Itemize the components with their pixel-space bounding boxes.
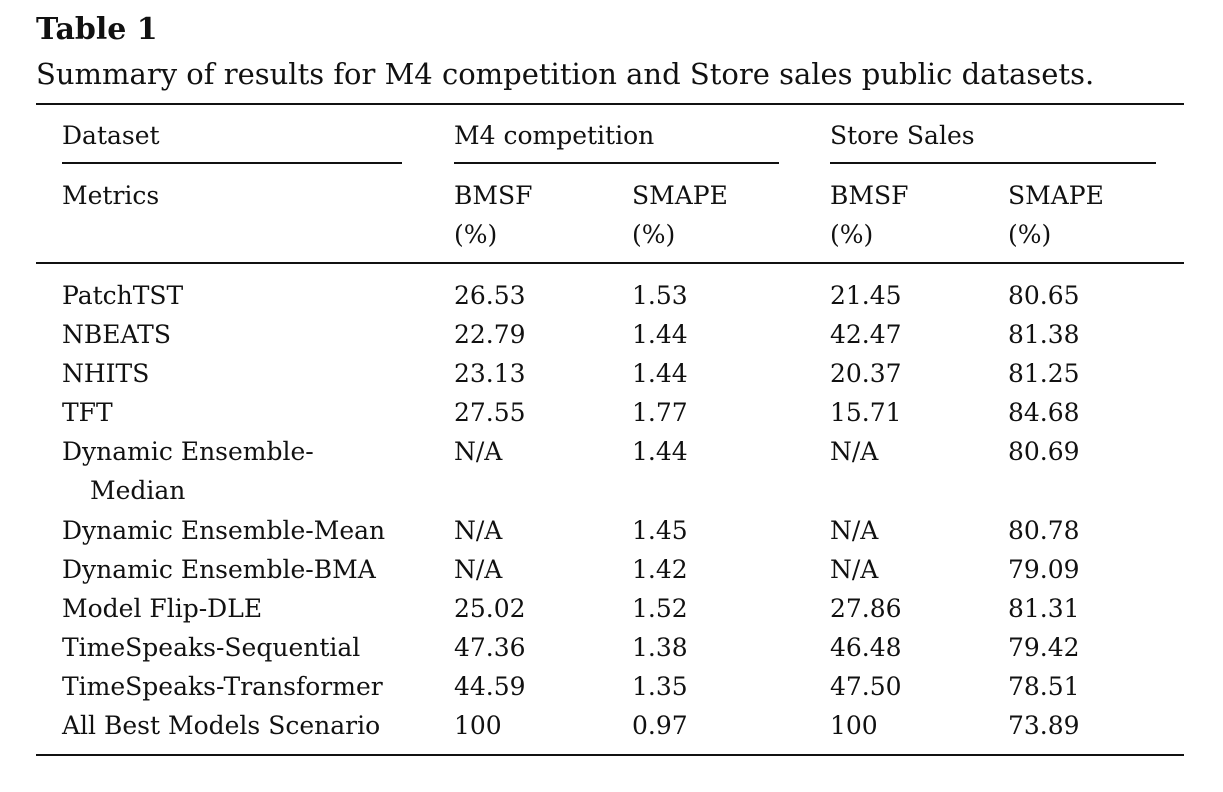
model-name: NBEATS (62, 320, 171, 349)
value-cell: 1.44 (632, 437, 688, 466)
value-cell: 84.68 (1008, 398, 1080, 427)
value-cell: 1.52 (632, 594, 688, 623)
metric-unit: (%) (632, 220, 676, 249)
model-name: Dynamic Ensemble- (62, 437, 314, 466)
value-cell: 1.44 (632, 359, 688, 388)
m4-group-rule (454, 162, 779, 164)
value-cell: 1.77 (632, 398, 688, 427)
metric-name: SMAPE (632, 181, 728, 210)
table-header-rule (36, 262, 1184, 264)
store-sales-group-rule (830, 162, 1156, 164)
table-top-rule (36, 103, 1184, 105)
value-cell: N/A (454, 516, 503, 545)
table-caption-text: Summary of results for M4 competition an… (36, 57, 1095, 91)
value-cell: N/A (454, 555, 503, 584)
model-name: NHITS (62, 359, 150, 388)
value-cell: 80.78 (1008, 516, 1080, 545)
value-cell: 1.38 (632, 633, 688, 662)
value-cell: 81.25 (1008, 359, 1080, 388)
value-cell: 44.59 (454, 672, 526, 701)
value-cell: N/A (454, 437, 503, 466)
value-cell: 27.86 (830, 594, 902, 623)
value-cell: 1.35 (632, 672, 688, 701)
metric-header-store-bmsf: BMSF (%) (830, 176, 908, 254)
value-cell: 22.79 (454, 320, 526, 349)
value-cell: 79.09 (1008, 555, 1080, 584)
value-cell: 81.38 (1008, 320, 1080, 349)
model-name: Dynamic Ensemble-BMA (62, 555, 376, 584)
value-cell: 27.55 (454, 398, 526, 427)
value-cell: 0.97 (632, 711, 688, 740)
metric-header-m4-smape: SMAPE (%) (632, 176, 728, 254)
metric-name: SMAPE (1008, 181, 1104, 210)
model-name: PatchTST (62, 281, 184, 310)
value-cell: 81.31 (1008, 594, 1080, 623)
dataset-header: Dataset (62, 121, 160, 150)
metric-name: BMSF (830, 181, 909, 210)
value-cell: 1.42 (632, 555, 688, 584)
value-cell: 46.48 (830, 633, 902, 662)
value-cell: N/A (830, 555, 879, 584)
value-cell: 15.71 (830, 398, 902, 427)
value-cell: N/A (830, 516, 879, 545)
table-bottom-rule (36, 754, 1184, 756)
value-cell: 20.37 (830, 359, 902, 388)
group-header-store-sales: Store Sales (830, 121, 975, 150)
model-name: Model Flip-DLE (62, 594, 263, 623)
table-caption-label: Table 1 (36, 12, 158, 47)
metric-name: BMSF (454, 181, 533, 210)
value-cell: 80.65 (1008, 281, 1080, 310)
model-name: TimeSpeaks-Transformer (62, 672, 383, 701)
value-cell: 1.44 (632, 320, 688, 349)
value-cell: 1.53 (632, 281, 688, 310)
metrics-header: Metrics (62, 181, 160, 210)
value-cell: 26.53 (454, 281, 526, 310)
value-cell: 21.45 (830, 281, 902, 310)
value-cell: 23.13 (454, 359, 526, 388)
value-cell: 73.89 (1008, 711, 1080, 740)
value-cell: 100 (454, 711, 502, 740)
value-cell: 25.02 (454, 594, 526, 623)
value-cell: N/A (830, 437, 879, 466)
model-name: TFT (62, 398, 113, 427)
group-header-m4: M4 competition (454, 121, 655, 150)
value-cell: 79.42 (1008, 633, 1080, 662)
value-cell: 1.45 (632, 516, 688, 545)
value-cell: 78.51 (1008, 672, 1080, 701)
value-cell: 47.36 (454, 633, 526, 662)
metric-header-m4-bmsf: BMSF (%) (454, 176, 532, 254)
model-name: Dynamic Ensemble-Mean (62, 516, 386, 545)
metric-unit: (%) (1008, 220, 1052, 249)
model-name-continuation: Median (90, 476, 186, 505)
model-name: All Best Models Scenario (62, 711, 381, 740)
model-name: TimeSpeaks-Sequential (62, 633, 361, 662)
metric-unit: (%) (830, 220, 874, 249)
metric-header-store-smape: SMAPE (%) (1008, 176, 1104, 254)
metric-unit: (%) (454, 220, 498, 249)
value-cell: 100 (830, 711, 878, 740)
value-cell: 47.50 (830, 672, 902, 701)
value-cell: 42.47 (830, 320, 902, 349)
value-cell: 80.69 (1008, 437, 1080, 466)
dataset-header-rule (62, 162, 402, 164)
